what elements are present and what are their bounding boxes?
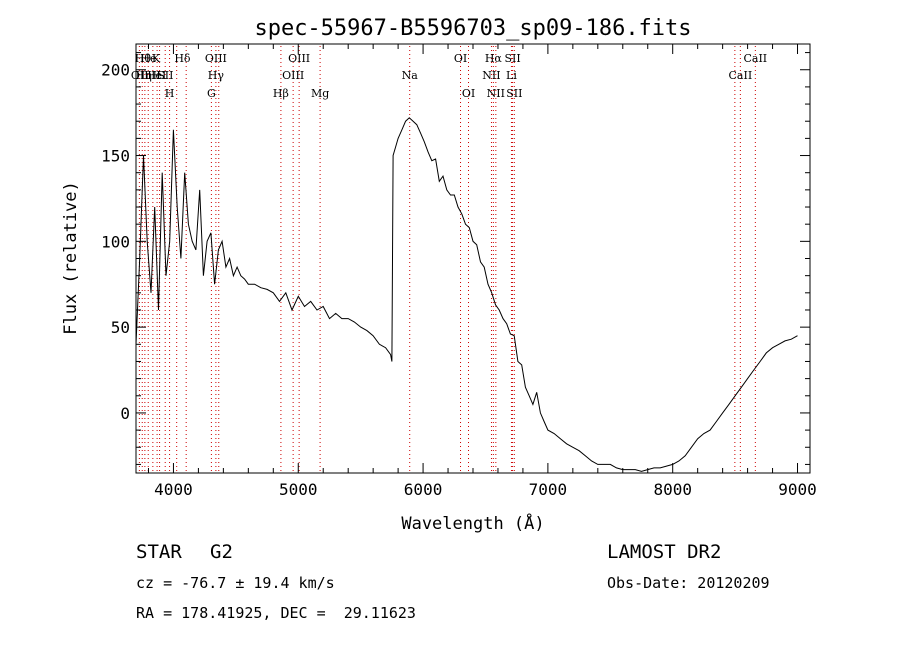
y-tick-label: 100 [101,232,130,251]
x-tick-label: 4000 [154,480,193,499]
line-label: K [152,52,161,65]
x-tick-label: 7000 [529,480,568,499]
x-tick-label: 9000 [778,480,817,499]
sky-coordinates: RA = 178.41925, DEC = 29.11623 [136,604,416,622]
line-label: OIII [288,52,310,65]
y-axis-label: Flux (relative) [61,181,81,335]
y-tick-label: 150 [101,147,130,166]
x-tick-label: 8000 [653,480,692,499]
survey-name: LAMOST DR2 [607,541,721,563]
spectrum-series-line [136,118,798,472]
line-label: Hγ [208,69,225,82]
y-axis: 0 50 100 150 200 [101,53,810,465]
y-tick-label: 50 [111,318,130,337]
line-label: H [165,87,175,100]
x-axis-label: Wavelength (Å) [401,512,544,534]
spectral-line-markers [139,46,755,473]
object-subclass: G2 [210,541,233,563]
chart-title: spec-55967-B5596703_sp09-186.fits [254,16,691,41]
plot-frame [136,44,810,473]
line-label: Mg [311,87,329,100]
line-label: SII [157,69,173,82]
line-label: SII [504,52,520,65]
line-label: G [207,87,216,100]
line-label: Hβ [273,87,289,100]
line-label: Li [506,69,517,82]
y-tick-label: 200 [101,61,130,80]
x-axis: 4000 5000 6000 7000 8000 9000 [148,44,816,499]
line-label: CaII [743,52,767,65]
x-tick-label: 6000 [404,480,443,499]
line-label: Hδ [174,52,191,65]
object-class: STAR [136,541,182,563]
spectrum-chart: spec-55967-B5596703_sp09-186.fits OIIHθH… [0,0,900,650]
line-label: OI [462,87,475,100]
line-label: OIII [205,52,227,65]
redshift-velocity: cz = -76.7 ± 19.4 km/s [136,574,335,592]
observation-date: Obs-Date: 20120209 [607,574,770,592]
y-tick-label: 0 [120,404,130,423]
line-label: CaII [729,69,753,82]
line-label: Na [402,69,419,82]
x-tick-label: 5000 [279,480,318,499]
line-label: Hα [485,52,503,65]
line-label: OI [454,52,467,65]
line-label: SII [506,87,522,100]
line-label: NII [482,69,500,82]
line-label: OIII [282,69,304,82]
line-label: NII [487,87,505,100]
